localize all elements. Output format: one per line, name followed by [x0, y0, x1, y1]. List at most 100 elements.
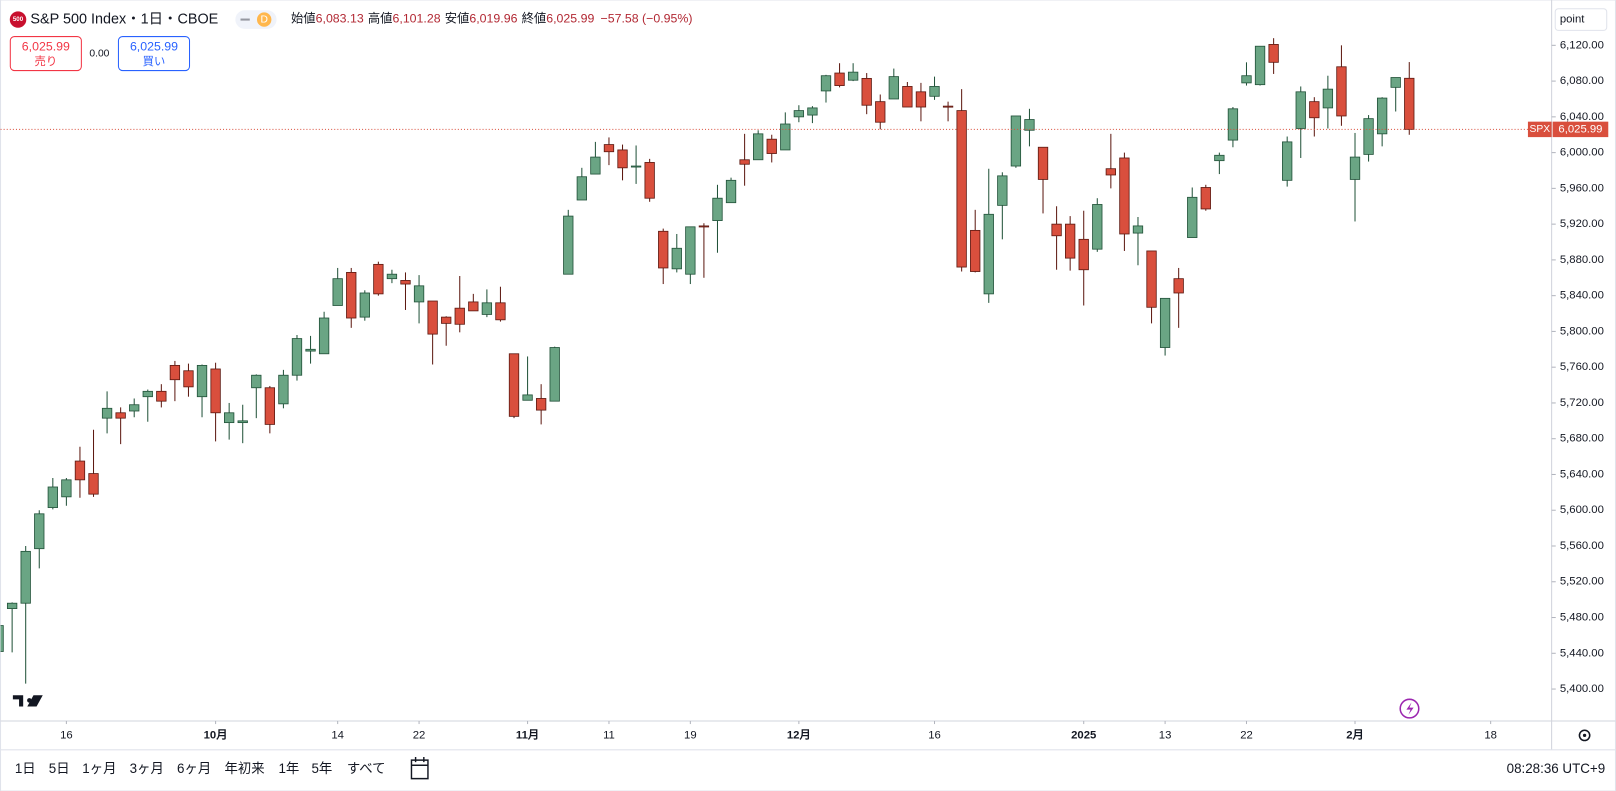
- goto-date-icon[interactable]: [410, 757, 429, 780]
- x-tick-label: 10月: [204, 728, 228, 741]
- ohlc-name: 終値: [522, 11, 547, 26]
- candle-body: [753, 133, 764, 161]
- candle-body: [427, 300, 438, 335]
- sell-button[interactable]: [9, 36, 82, 72]
- candle-body: [454, 307, 465, 325]
- candle-body: [1390, 77, 1401, 88]
- candle-body: [590, 156, 601, 175]
- candle-body: [1254, 45, 1266, 86]
- candle-body: [481, 302, 493, 315]
- candle-body: [1024, 119, 1035, 131]
- candle-body: [400, 280, 411, 285]
- candle-body: [1376, 97, 1388, 135]
- candle-body: [888, 76, 899, 100]
- y-tick-label: 5,480.00: [1560, 612, 1604, 624]
- candle-body: [617, 149, 628, 169]
- candle-body: [1404, 77, 1415, 130]
- range-button[interactable]: 6ヶ月: [177, 761, 211, 776]
- buy-button[interactable]: [117, 36, 191, 72]
- range-button[interactable]: 5日: [49, 761, 70, 776]
- symbol-title[interactable]: S&P 500 Index・1日・CBOE: [30, 11, 218, 27]
- candle-body: [1363, 118, 1374, 155]
- badge-circle: [256, 12, 272, 27]
- candle-body: [1268, 44, 1279, 63]
- candle-body: [169, 364, 181, 381]
- candle-body: [847, 71, 859, 81]
- candle-body: [766, 138, 777, 154]
- x-tick-label: 12月: [787, 728, 811, 741]
- range-button[interactable]: 年初来: [225, 761, 265, 776]
- candle-body: [942, 105, 954, 108]
- sell-price: 6,025.99: [22, 40, 70, 54]
- range-button[interactable]: 1年: [278, 761, 299, 776]
- x-tick-label: 19: [684, 729, 697, 741]
- x-tick-label: 18: [1484, 729, 1497, 741]
- candle-body: [780, 123, 791, 151]
- y-tick-label: 5,880.00: [1560, 254, 1604, 266]
- ohlc-line: 始値6,083.13 高値6,101.28 安値6,019.96 終値6,025.99…: [291, 11, 693, 26]
- ohlc-value: 6,019.96: [469, 12, 517, 26]
- candle-body: [373, 263, 384, 295]
- x-tick-label: 13: [1159, 729, 1172, 741]
- tv-logo: [12, 695, 43, 707]
- candle-body: [1146, 250, 1157, 308]
- y-tick-label: 5,760.00: [1560, 361, 1604, 373]
- range-button[interactable]: 1ヶ月: [82, 761, 116, 776]
- x-tick-label: 16: [928, 729, 941, 741]
- candle-body: [291, 338, 303, 376]
- candle-body: [129, 404, 140, 412]
- candle-body: [1282, 141, 1293, 181]
- buy-label: 買い: [143, 55, 166, 68]
- candle-body: [1010, 115, 1022, 167]
- candle-body: [983, 213, 994, 295]
- range-button[interactable]: 3ヶ月: [130, 761, 164, 776]
- candle-body: [61, 479, 72, 498]
- candle-body: [6, 602, 18, 609]
- candle-body: [1349, 156, 1361, 180]
- candle-body: [902, 86, 913, 108]
- sell-label: 売り: [35, 55, 58, 68]
- candle-body: [712, 197, 723, 221]
- candle-body: [318, 317, 330, 355]
- candle-body: [115, 412, 126, 419]
- candle-body: [508, 353, 520, 417]
- candle-body: [658, 230, 669, 269]
- spread: 0.00: [89, 48, 109, 59]
- candle-body: [807, 107, 818, 116]
- symbol-logo: [9, 11, 27, 28]
- range-button[interactable]: 1日: [15, 761, 36, 776]
- candle-body: [251, 374, 262, 389]
- y-tick-label: 6,080.00: [1560, 75, 1604, 87]
- candle-body: [1309, 101, 1320, 119]
- candle-body: [1336, 66, 1347, 117]
- price-tag: [1552, 121, 1609, 138]
- lightning-button[interactable]: [1399, 698, 1420, 719]
- candle-body: [1037, 146, 1049, 180]
- candle-body: [603, 144, 615, 153]
- y-tick-label: 5,560.00: [1560, 540, 1604, 552]
- status-dash: [240, 18, 250, 21]
- candle-body: [997, 175, 1008, 206]
- candle-body: [1159, 297, 1171, 348]
- candle-body: [278, 374, 289, 405]
- y-tick-label: 5,520.00: [1560, 576, 1604, 588]
- range-button[interactable]: 5年: [311, 761, 332, 776]
- x-tick-label: 16: [60, 729, 73, 741]
- ohlc-name: 高値: [368, 11, 393, 26]
- unit-box[interactable]: [1554, 8, 1608, 31]
- candle-body: [1092, 204, 1103, 250]
- y-tick-label: 5,960.00: [1560, 182, 1604, 194]
- candle-body: [630, 165, 642, 168]
- candle-body: [495, 302, 506, 321]
- range-button[interactable]: すべて: [347, 761, 386, 776]
- candle-body: [101, 407, 113, 419]
- candle-body: [970, 229, 981, 272]
- settings-gear[interactable]: [1578, 729, 1591, 742]
- candle-body: [1105, 168, 1116, 176]
- candle-body: [156, 390, 167, 402]
- y-tick-label: 5,400.00: [1560, 683, 1604, 695]
- candle-body: [549, 347, 560, 402]
- candle-body: [1200, 187, 1211, 210]
- overlay: 500 S&P 500 Index・1日・CBOE D 始値6,083.13 高値…: [9, 8, 1609, 780]
